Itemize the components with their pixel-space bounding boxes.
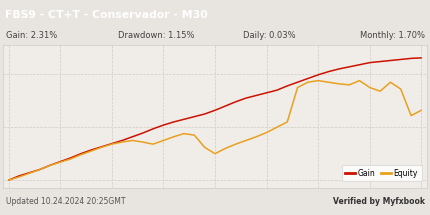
Text: Monthly: 1.70%: Monthly: 1.70% xyxy=(360,31,425,40)
Text: FBS9 - CT+T - Conservador - M30: FBS9 - CT+T - Conservador - M30 xyxy=(5,10,208,20)
Text: Daily: 0.03%: Daily: 0.03% xyxy=(243,31,295,40)
Text: Updated 10.24.2024 20:25GMT: Updated 10.24.2024 20:25GMT xyxy=(6,197,126,206)
Text: Gain: 2.31%: Gain: 2.31% xyxy=(6,31,57,40)
Legend: Gain, Equity: Gain, Equity xyxy=(341,165,422,181)
Text: Drawdown: 1.15%: Drawdown: 1.15% xyxy=(118,31,195,40)
Text: Verified by Myfxbook: Verified by Myfxbook xyxy=(333,197,425,206)
